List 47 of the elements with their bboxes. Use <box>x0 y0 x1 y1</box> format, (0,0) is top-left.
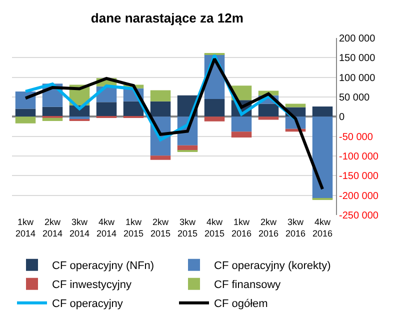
y-tick-label: 50 000 <box>339 92 370 104</box>
x-tick-label: 4kw 2016 <box>312 217 333 239</box>
y-tick-label: 0 <box>339 112 345 124</box>
y-tick-label: -150 000 <box>339 171 379 182</box>
bar <box>285 104 306 108</box>
x-tick-label: 1kw 2014 <box>15 217 36 239</box>
bar <box>42 106 63 117</box>
bar <box>15 108 36 117</box>
legend-label: CF operacyjny <box>52 298 124 310</box>
line-series <box>24 57 324 191</box>
bar <box>150 156 171 160</box>
y-tick-label: -100 000 <box>339 152 379 162</box>
bar <box>312 106 333 117</box>
x-tick-label: 1kw 2015 <box>123 217 144 239</box>
legend-label: CF finansowy <box>214 279 282 292</box>
bar <box>258 104 279 117</box>
bar <box>96 102 117 117</box>
bar <box>150 90 171 102</box>
x-tick-label: 2kw 2014 <box>42 217 63 239</box>
bar <box>258 116 279 120</box>
legend-label: CF ogółem <box>214 298 268 310</box>
y-tick-label: -50 000 <box>339 132 374 143</box>
y-tick-label: 200 000 <box>339 34 376 44</box>
legend-label: CF inwestycyjny <box>52 279 132 292</box>
bar <box>312 116 333 199</box>
x-tick-label: 3kw 2014 <box>69 217 90 239</box>
y-tick-label: 150 000 <box>339 53 376 64</box>
bar <box>204 116 225 122</box>
y-tick-label: 100 000 <box>339 72 376 84</box>
x-tick-label: 1kw 2016 <box>231 217 252 239</box>
bar <box>150 101 171 117</box>
bar <box>15 116 36 124</box>
x-tick-label: 3kw 2016 <box>285 217 306 239</box>
x-tick-label: 3kw 2015 <box>177 217 198 239</box>
bar <box>42 118 63 121</box>
bar <box>231 132 252 138</box>
legend-label: CF operacyjny (korekty) <box>214 260 331 272</box>
x-tick-label: 2kw 2015 <box>150 217 171 239</box>
y-tick-label: -200 000 <box>339 190 379 202</box>
x-tick-label: 2kw 2016 <box>258 217 279 239</box>
x-tick-label: 4kw 2015 <box>204 217 225 239</box>
legend-label: CF operacyjny (NFn) <box>52 260 154 272</box>
x-tick-label: 4kw 2014 <box>96 217 117 239</box>
bar <box>231 116 252 132</box>
bar <box>204 98 225 117</box>
y-tick-label: -250 000 <box>339 210 379 222</box>
chart-title: dane narastające za 12m <box>90 10 244 26</box>
